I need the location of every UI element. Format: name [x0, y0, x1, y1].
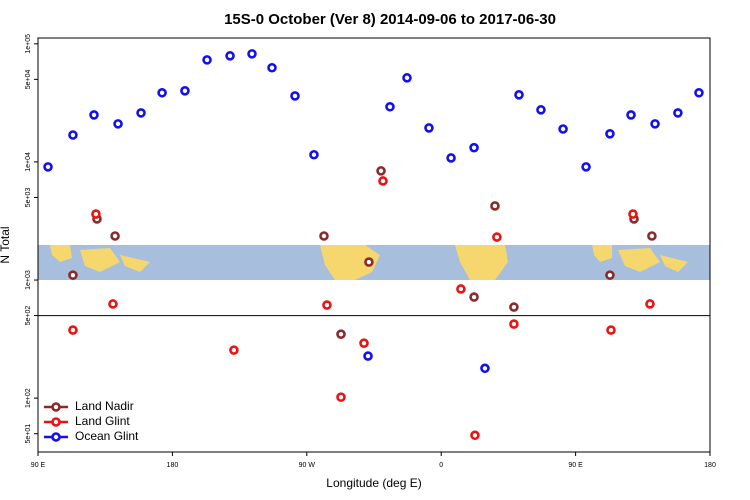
- point: [225, 51, 235, 61]
- point: [136, 108, 146, 118]
- point: [645, 299, 655, 309]
- y-tick-label: 5e+01: [25, 424, 32, 444]
- point: [626, 110, 636, 120]
- legend-marker: [51, 402, 61, 412]
- point: [336, 392, 346, 402]
- point: [110, 231, 120, 241]
- point: [694, 87, 704, 98]
- point: [385, 101, 395, 112]
- point: [247, 49, 257, 59]
- point: [605, 129, 615, 139]
- point: [336, 329, 346, 339]
- point: [424, 123, 434, 133]
- x-tick-label: 90 W: [299, 462, 316, 469]
- point: [469, 142, 479, 153]
- point: [43, 162, 53, 172]
- map-band: [38, 245, 710, 280]
- point: [509, 319, 519, 329]
- point: [319, 231, 329, 241]
- point: [267, 62, 277, 73]
- point: [492, 232, 502, 242]
- point: [490, 201, 500, 211]
- point: [91, 209, 101, 219]
- point: [558, 124, 568, 134]
- y-tick-label: 5e+03: [25, 188, 32, 208]
- point: [456, 284, 466, 294]
- y-tick-label: 1e+02: [25, 388, 32, 408]
- x-tick-label: 180: [704, 462, 716, 469]
- point: [446, 153, 456, 163]
- point: [180, 86, 190, 96]
- legend-label: Land Glint: [75, 414, 130, 428]
- point: [376, 166, 386, 176]
- point: [202, 55, 212, 65]
- y-tick-label: 1e+05: [25, 34, 32, 54]
- x-tick-label: 0: [439, 462, 443, 469]
- point: [157, 87, 167, 98]
- point: [108, 299, 118, 309]
- y-tick-label: 1e+04: [25, 152, 32, 172]
- point: [673, 108, 683, 118]
- point: [68, 270, 78, 280]
- point: [628, 209, 638, 219]
- point: [378, 176, 388, 186]
- legend-label: Ocean Glint: [75, 429, 139, 443]
- x-tick-label: 90 E: [31, 462, 46, 469]
- point: [509, 302, 519, 312]
- y-tick-label: 5e+04: [25, 69, 32, 89]
- y-axis-label: N Total: [0, 226, 12, 263]
- point: [113, 119, 123, 129]
- x-axis-label: Longitude (deg E): [326, 476, 421, 490]
- point: [290, 91, 300, 101]
- y-tick-label: 1e+03: [25, 270, 32, 290]
- point: [647, 231, 657, 241]
- point: [402, 73, 412, 83]
- point: [536, 105, 546, 115]
- point: [514, 90, 524, 100]
- x-tick-label: 90 E: [568, 462, 583, 469]
- point: [89, 110, 99, 120]
- point: [364, 257, 374, 267]
- legend-marker: [51, 432, 61, 442]
- y-tick-label: 5e+02: [25, 306, 32, 326]
- plot-frame: [37, 37, 711, 453]
- point: [359, 338, 369, 348]
- point: [581, 162, 591, 172]
- point: [322, 300, 332, 310]
- point: [363, 351, 373, 361]
- point: [229, 345, 239, 355]
- legend-label: Land Nadir: [75, 399, 134, 413]
- point: [650, 119, 660, 129]
- point: [68, 130, 78, 140]
- x-tick-label: 180: [167, 462, 179, 469]
- point: [480, 363, 490, 374]
- chart-title: 15S-0 October (Ver 8) 2014-09-06 to 2017…: [224, 11, 556, 28]
- point: [68, 325, 78, 335]
- point: [469, 292, 479, 302]
- point: [470, 430, 480, 441]
- point: [309, 149, 319, 160]
- point: [606, 325, 616, 335]
- point: [605, 270, 615, 280]
- legend-marker: [51, 417, 61, 427]
